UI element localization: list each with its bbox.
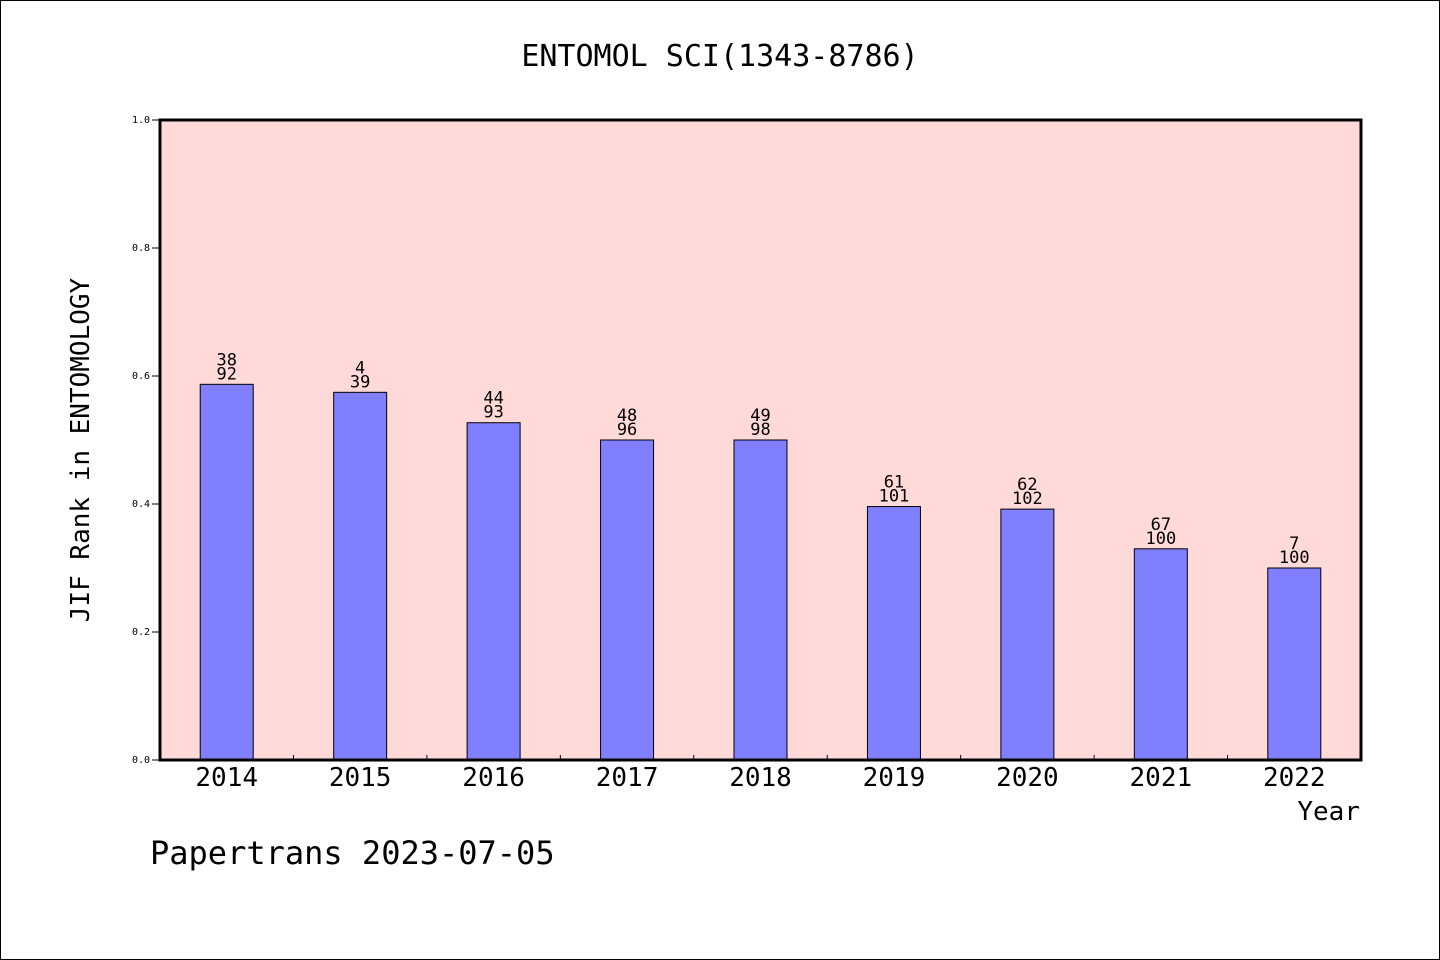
bar-2022 [1267, 567, 1322, 761]
bar-total-label: 39 [350, 372, 370, 392]
x-tick-label: 2019 [863, 763, 926, 793]
x-axis: 2014 2015 2016 2017 2018 2019 2020 2021 2022 [195, 755, 1326, 793]
bar-rank-label: 4 [355, 358, 365, 378]
bar-rank-label: 49 [750, 406, 770, 426]
bar-total-label: 96 [617, 420, 637, 440]
bar-2020 [1000, 508, 1055, 761]
bar-2018 [733, 439, 788, 761]
bar-rank-label: 62 [1017, 475, 1037, 495]
bar-total-label: 98 [750, 420, 770, 440]
bar-2014 [199, 383, 254, 761]
x-tick-label: 2015 [329, 763, 392, 793]
x-tick-label: 2018 [729, 763, 792, 793]
chart-title: ENTOMOL SCI(1343-8786) [521, 39, 918, 74]
bar-rank-label: 67 [1151, 515, 1171, 535]
y-tick-label: 0.6 [132, 371, 150, 382]
bar-total-label: 93 [483, 403, 503, 423]
x-axis-label: Year [1297, 797, 1360, 827]
bar-total-label: 92 [216, 364, 236, 384]
plot-border [158, 118, 1363, 762]
y-tick-label: 0.8 [132, 243, 150, 254]
bar-total-label: 100 [1145, 529, 1176, 549]
bar-rank-label: 44 [483, 389, 503, 409]
x-tick-label: 2020 [996, 763, 1059, 793]
bar-total-label: 100 [1279, 548, 1310, 568]
x-tick-label: 2016 [462, 763, 525, 793]
x-tick-label: 2014 [195, 763, 258, 793]
y-axis-label: JIF Rank in ENTOMOLOGY [66, 277, 96, 622]
bar-rank-label: 7 [1289, 534, 1299, 554]
bar-2019 [866, 506, 921, 761]
bar-2021 [1133, 548, 1188, 761]
x-tick-label: 2017 [596, 763, 659, 793]
bar-total-label: 101 [879, 487, 910, 507]
bar-series [199, 383, 1322, 761]
bar-2015 [333, 391, 388, 761]
bar-rank-label: 61 [884, 473, 904, 493]
y-tick-label: 0.0 [132, 755, 150, 766]
watermark-text: Papertrans 2023-07-05 [150, 834, 555, 872]
bar-total-label: 102 [1012, 489, 1043, 509]
bar-rank-label: 48 [617, 406, 637, 426]
y-tick-label: 0.4 [132, 499, 150, 510]
y-tick-label: 1.0 [132, 115, 150, 126]
y-tick-label: 0.2 [132, 627, 150, 638]
y-axis: 0.0 0.2 0.4 0.6 0.8 1.0 [132, 115, 160, 766]
bar-2016 [466, 422, 521, 761]
x-tick-label: 2022 [1263, 763, 1326, 793]
x-tick-label: 2021 [1130, 763, 1193, 793]
bar-2017 [600, 439, 655, 761]
bar-rank-label: 38 [216, 350, 236, 370]
